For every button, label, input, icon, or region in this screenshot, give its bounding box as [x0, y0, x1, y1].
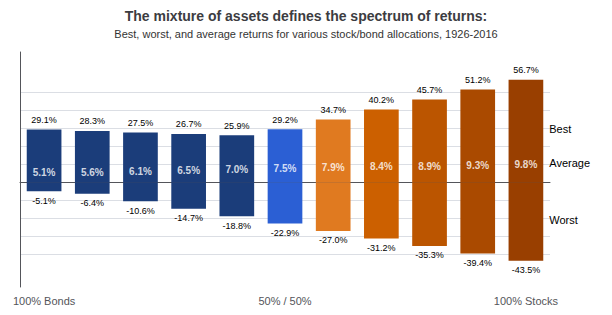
svg-text:6.1%: 6.1% — [129, 166, 152, 177]
svg-text:100% Bonds: 100% Bonds — [13, 295, 76, 307]
svg-text:-43.5%: -43.5% — [512, 265, 541, 275]
svg-text:51.2%: 51.2% — [465, 75, 491, 85]
svg-text:The mixture of assets defines: The mixture of assets defines the spectr… — [125, 8, 488, 24]
svg-text:-5.1%: -5.1% — [32, 196, 56, 206]
svg-text:-35.3%: -35.3% — [415, 250, 444, 260]
svg-text:29.1%: 29.1% — [31, 115, 57, 125]
svg-text:56.7%: 56.7% — [513, 65, 539, 75]
svg-text:-22.9%: -22.9% — [271, 228, 300, 238]
svg-text:-18.8%: -18.8% — [223, 221, 252, 231]
svg-text:5.6%: 5.6% — [81, 167, 104, 178]
svg-text:26.7%: 26.7% — [176, 119, 202, 129]
svg-text:28.3%: 28.3% — [80, 116, 106, 126]
svg-text:25.9%: 25.9% — [224, 121, 250, 131]
svg-text:-14.7%: -14.7% — [174, 213, 203, 223]
svg-text:Average: Average — [549, 157, 590, 169]
svg-text:-31.2%: -31.2% — [367, 243, 396, 253]
svg-text:8.4%: 8.4% — [370, 161, 393, 172]
svg-text:-10.6%: -10.6% — [126, 206, 155, 216]
svg-text:6.5%: 6.5% — [177, 165, 200, 176]
svg-text:-6.4%: -6.4% — [81, 198, 105, 208]
svg-text:40.2%: 40.2% — [369, 95, 395, 105]
svg-text:-39.4%: -39.4% — [463, 258, 492, 268]
svg-text:Worst: Worst — [549, 214, 578, 226]
svg-text:7.5%: 7.5% — [274, 163, 297, 174]
svg-text:7.0%: 7.0% — [225, 164, 248, 175]
svg-text:9.3%: 9.3% — [466, 160, 489, 171]
svg-text:9.8%: 9.8% — [515, 159, 538, 170]
svg-text:Best: Best — [549, 123, 571, 135]
svg-text:8.9%: 8.9% — [418, 161, 441, 172]
svg-text:7.9%: 7.9% — [322, 162, 345, 173]
svg-text:27.5%: 27.5% — [128, 118, 154, 128]
svg-text:100% Stocks: 100% Stocks — [494, 295, 559, 307]
svg-text:5.1%: 5.1% — [33, 167, 56, 178]
svg-text:50% / 50%: 50% / 50% — [258, 295, 311, 307]
svg-text:34.7%: 34.7% — [320, 105, 346, 115]
svg-text:-27.0%: -27.0% — [319, 235, 348, 245]
svg-text:Best, worst, and average retur: Best, worst, and average returns for var… — [114, 28, 497, 40]
svg-text:29.2%: 29.2% — [272, 115, 298, 125]
svg-text:45.7%: 45.7% — [417, 85, 443, 95]
